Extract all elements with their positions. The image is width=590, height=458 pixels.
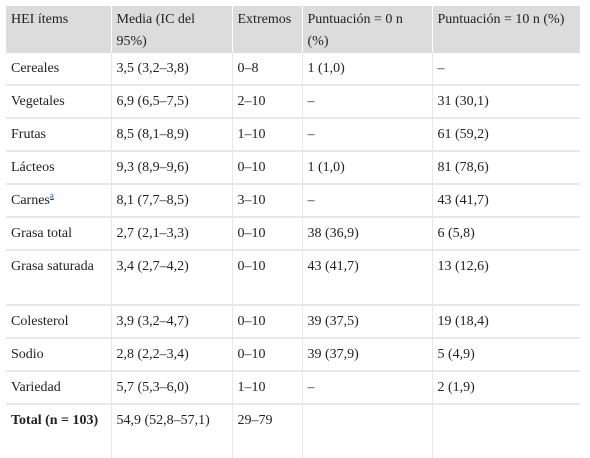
- table-body: Cereales 3,5 (3,2–3,8) 0–8 1 (1,0) – Veg…: [6, 53, 580, 458]
- cell-item: Grasa total: [6, 217, 112, 251]
- cell-score-ten: –: [432, 53, 580, 86]
- header-mean-ci: Media (IC del 95%): [111, 6, 233, 53]
- cell-item: Cereales: [6, 53, 112, 86]
- footnote-link[interactable]: a: [49, 190, 54, 201]
- cell-item-text: Carnes: [11, 193, 50, 208]
- cell-mean: 8,5 (8,1–8,9): [111, 118, 233, 152]
- cell-score-ten: 81 (78,6): [432, 151, 580, 185]
- table-row: Grasa saturada 3,4 (2,7–4,2) 0–10 43 (41…: [6, 250, 580, 306]
- header-hei-items: HEI ítems: [6, 6, 112, 53]
- hei-scores-table: HEI ítems Media (IC del 95%) Extremos Pu…: [6, 6, 580, 458]
- cell-item: Sodio: [6, 338, 112, 372]
- cell-range: 0–10: [232, 338, 303, 372]
- cell-score-ten: 2 (1,9): [432, 371, 580, 405]
- cell-score-zero: –: [302, 118, 433, 152]
- cell-total-score-ten: [432, 404, 580, 458]
- table-row: Variedad 5,7 (5,3–6,0) 1–10 – 2 (1,9): [6, 371, 580, 405]
- table-row: Sodio 2,8 (2,2–3,4) 0–10 39 (37,9) 5 (4,…: [6, 338, 580, 372]
- cell-mean: 3,9 (3,2–4,7): [111, 305, 233, 339]
- cell-mean: 9,3 (8,9–9,6): [111, 151, 233, 185]
- cell-mean: 2,8 (2,2–3,4): [111, 338, 233, 372]
- cell-score-ten: 19 (18,4): [432, 305, 580, 339]
- total-row: Total (n = 103) 54,9 (52,8–57,1) 29–79: [6, 404, 580, 458]
- table-row: Vegetales 6,9 (6,5–7,5) 2–10 – 31 (30,1): [6, 85, 580, 119]
- cell-mean: 5,7 (5,3–6,0): [111, 371, 233, 405]
- cell-mean: 6,9 (6,5–7,5): [111, 85, 233, 119]
- cell-item: Carnesa: [6, 184, 112, 218]
- cell-item: Variedad: [6, 371, 112, 405]
- cell-score-zero: –: [302, 184, 433, 218]
- table-row: Frutas 8,5 (8,1–8,9) 1–10 – 61 (59,2): [6, 118, 580, 152]
- cell-mean: 2,7 (2,1–3,3): [111, 217, 233, 251]
- cell-range: 0–8: [232, 53, 303, 86]
- cell-mean: 3,5 (3,2–3,8): [111, 53, 233, 86]
- hei-table-container: HEI ítems Media (IC del 95%) Extremos Pu…: [6, 6, 580, 458]
- cell-score-zero: 1 (1,0): [302, 53, 433, 86]
- cell-total-mean: 54,9 (52,8–57,1): [111, 404, 233, 458]
- header-range: Extremos: [232, 6, 303, 53]
- cell-total-range: 29–79: [232, 404, 303, 458]
- cell-score-zero: –: [302, 371, 433, 405]
- cell-range: 0–10: [232, 217, 303, 251]
- cell-score-zero: 39 (37,9): [302, 338, 433, 372]
- cell-range: 1–10: [232, 118, 303, 152]
- cell-total-label: Total (n = 103): [6, 404, 112, 458]
- table-row: Lácteos 9,3 (8,9–9,6) 0–10 1 (1,0) 81 (7…: [6, 151, 580, 185]
- cell-item: Grasa saturada: [6, 250, 112, 306]
- header-score-ten: Puntuación = 10 n (%): [437, 12, 565, 27]
- cell-score-zero: 1 (1,0): [302, 151, 433, 185]
- cell-item: Vegetales: [6, 85, 112, 119]
- cell-mean: 8,1 (7,7–8,5): [111, 184, 233, 218]
- cell-total-score-zero: [302, 404, 433, 458]
- cell-range: 2–10: [232, 85, 303, 119]
- cell-score-zero: –: [302, 85, 433, 119]
- table-header: HEI ítems Media (IC del 95%) Extremos Pu…: [6, 6, 580, 53]
- table-row: Grasa total 2,7 (2,1–3,3) 0–10 38 (36,9)…: [6, 217, 580, 251]
- cell-score-ten: 31 (30,1): [432, 85, 580, 119]
- cell-score-ten: 13 (12,6): [432, 250, 580, 306]
- table-row: Carnesa 8,1 (7,7–8,5) 3–10 – 43 (41,7): [6, 184, 580, 218]
- cell-score-ten: 43 (41,7): [432, 184, 580, 218]
- cell-score-zero: 38 (36,9): [302, 217, 433, 251]
- cell-range: 1–10: [232, 371, 303, 405]
- cell-range: 0–10: [232, 305, 303, 339]
- cell-score-ten: 61 (59,2): [432, 118, 580, 152]
- cell-mean: 3,4 (2,7–4,2): [111, 250, 233, 306]
- cell-item: Frutas: [6, 118, 112, 152]
- table-row: Cereales 3,5 (3,2–3,8) 0–8 1 (1,0) –: [6, 53, 580, 86]
- cell-score-zero: 39 (37,5): [302, 305, 433, 339]
- header-row: HEI ítems Media (IC del 95%) Extremos Pu…: [6, 6, 580, 53]
- cell-score-zero: 43 (41,7): [302, 250, 433, 306]
- cell-score-ten: 6 (5,8): [432, 217, 580, 251]
- header-score-zero: Puntuación = 0 n (%): [302, 6, 433, 53]
- cell-item: Colesterol: [6, 305, 112, 339]
- cell-item: Lácteos: [6, 151, 112, 185]
- cell-range: 0–10: [232, 151, 303, 185]
- table-row: Colesterol 3,9 (3,2–4,7) 0–10 39 (37,5) …: [6, 305, 580, 339]
- cell-score-ten: 5 (4,9): [432, 338, 580, 372]
- cell-range: 3–10: [232, 184, 303, 218]
- cell-range: 0–10: [232, 250, 303, 306]
